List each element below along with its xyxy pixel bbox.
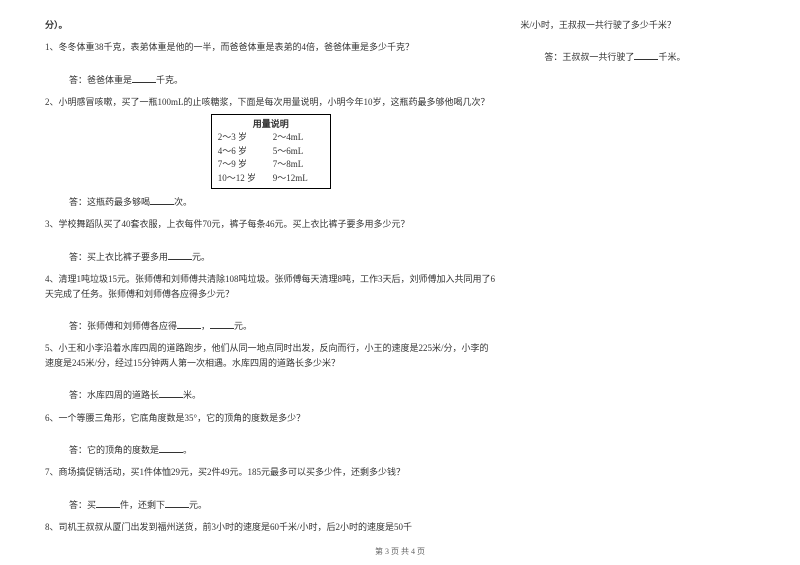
answer-1: 答：爸爸体重是 千克。 — [69, 73, 496, 87]
dosage-age: 10～12 岁 — [218, 172, 273, 186]
answer-5-prefix: 答：水库四周的道路长 — [69, 390, 159, 400]
section-header: 分）。 — [45, 18, 496, 32]
dosage-title: 用量说明 — [218, 118, 324, 132]
answer-2-prefix: 答：这瓶药最多够喝 — [69, 197, 150, 207]
question-3: 3、学校舞蹈队买了40套衣服，上衣每件70元，裤子每条46元。买上衣比裤子要多用… — [45, 217, 496, 231]
answer-2-suffix: 次。 — [174, 197, 192, 207]
answer-7-mid: 件，还剩下 — [120, 500, 165, 510]
question-5: 5、小王和小李沿着水库四周的道路跑步，他们从同一地点同时出发，反向而行，小王的速… — [45, 341, 496, 370]
dosage-row: 2～3 岁2～4mL — [218, 131, 324, 145]
dosage-amt: 9～12mL — [273, 172, 324, 186]
dosage-row: 10～12 岁9～12mL — [218, 172, 324, 186]
answer-8-prefix: 答：王叔叔一共行驶了 — [544, 52, 634, 62]
blank — [177, 319, 201, 329]
answer-4-prefix: 答：张师傅和刘师傅各应得 — [69, 321, 177, 331]
answer-3-prefix: 答：买上衣比裤子要多用 — [69, 252, 168, 262]
question-6: 6、一个等腰三角形，它底角度数是35°，它的顶角的度数是多少？ — [45, 411, 496, 425]
question-1: 1、冬冬体重38千克，表弟体重是他的一半，而爸爸体重是表弟的4倍，爸爸体重是多少… — [45, 40, 496, 54]
answer-7-suffix: 元。 — [189, 500, 207, 510]
blank — [165, 498, 189, 508]
question-4: 4、清理1吨垃圾15元。张师傅和刘师傅共清除108吨垃圾。张师傅每天清理8吨，工… — [45, 272, 496, 301]
blank — [150, 195, 174, 205]
dosage-age: 4～6 岁 — [218, 145, 273, 159]
page-footer: 第 3 页 共 4 页 — [0, 546, 800, 557]
dosage-amt: 5～6mL — [273, 145, 324, 159]
dosage-table: 用量说明 2～3 岁2～4mL 4～6 岁5～6mL 7～9 岁7～8mL 10… — [211, 114, 331, 190]
answer-3: 答：买上衣比裤子要多用 元。 — [69, 250, 496, 264]
blank — [634, 50, 658, 60]
answer-2: 答：这瓶药最多够喝 次。 — [69, 195, 496, 209]
page-content: 分）。 1、冬冬体重38千克，表弟体重是他的一半，而爸爸体重是表弟的4倍，爸爸体… — [0, 0, 800, 530]
answer-7-prefix: 答：买 — [69, 500, 96, 510]
answer-6-suffix: 。 — [183, 445, 192, 455]
right-column: 米/小时，王叔叔一共行驶了多少千米？ 答：王叔叔一共行驶了 千米。 — [508, 18, 755, 520]
blank — [96, 498, 120, 508]
question-8: 8、司机王叔叔从厦门出发到福州送货，前3小时的速度是60千米/小时，后2小时的速… — [45, 520, 496, 534]
answer-5: 答：水库四周的道路长 米。 — [69, 388, 496, 402]
answer-4-suffix: 元。 — [234, 321, 252, 331]
question-8-cont: 米/小时，王叔叔一共行驶了多少千米？ — [520, 18, 755, 32]
answer-4: 答：张师傅和刘师傅各应得 ， 元。 — [69, 319, 496, 333]
answer-6: 答：它的顶角的度数是 。 — [69, 443, 496, 457]
left-column: 分）。 1、冬冬体重38千克，表弟体重是他的一半，而爸爸体重是表弟的4倍，爸爸体… — [45, 18, 508, 520]
answer-1-prefix: 答：爸爸体重是 — [69, 75, 132, 85]
question-7: 7、商场搞促销活动，买1件体恤29元，买2件49元。185元最多可以买多少件，还… — [45, 465, 496, 479]
dosage-age: 7～9 岁 — [218, 158, 273, 172]
answer-6-prefix: 答：它的顶角的度数是 — [69, 445, 159, 455]
answer-1-suffix: 千克。 — [156, 75, 183, 85]
answer-8: 答：王叔叔一共行驶了 千米。 — [544, 50, 755, 64]
dosage-amt: 7～8mL — [273, 158, 324, 172]
answer-8-suffix: 千米。 — [658, 52, 685, 62]
dosage-row: 4～6 岁5～6mL — [218, 145, 324, 159]
blank — [168, 250, 192, 260]
answer-5-suffix: 米。 — [183, 390, 201, 400]
answer-7: 答：买 件，还剩下 元。 — [69, 498, 496, 512]
dosage-age: 2～3 岁 — [218, 131, 273, 145]
question-2: 2、小明感冒咳嗽，买了一瓶100mL的止咳糖浆，下面是每次用量说明，小明今年10… — [45, 95, 496, 109]
blank — [159, 443, 183, 453]
dosage-row: 7～9 岁7～8mL — [218, 158, 324, 172]
dosage-amt: 2～4mL — [273, 131, 324, 145]
blank — [210, 319, 234, 329]
answer-3-suffix: 元。 — [192, 252, 210, 262]
blank — [132, 73, 156, 83]
blank — [159, 388, 183, 398]
answer-4-mid: ， — [201, 321, 210, 331]
